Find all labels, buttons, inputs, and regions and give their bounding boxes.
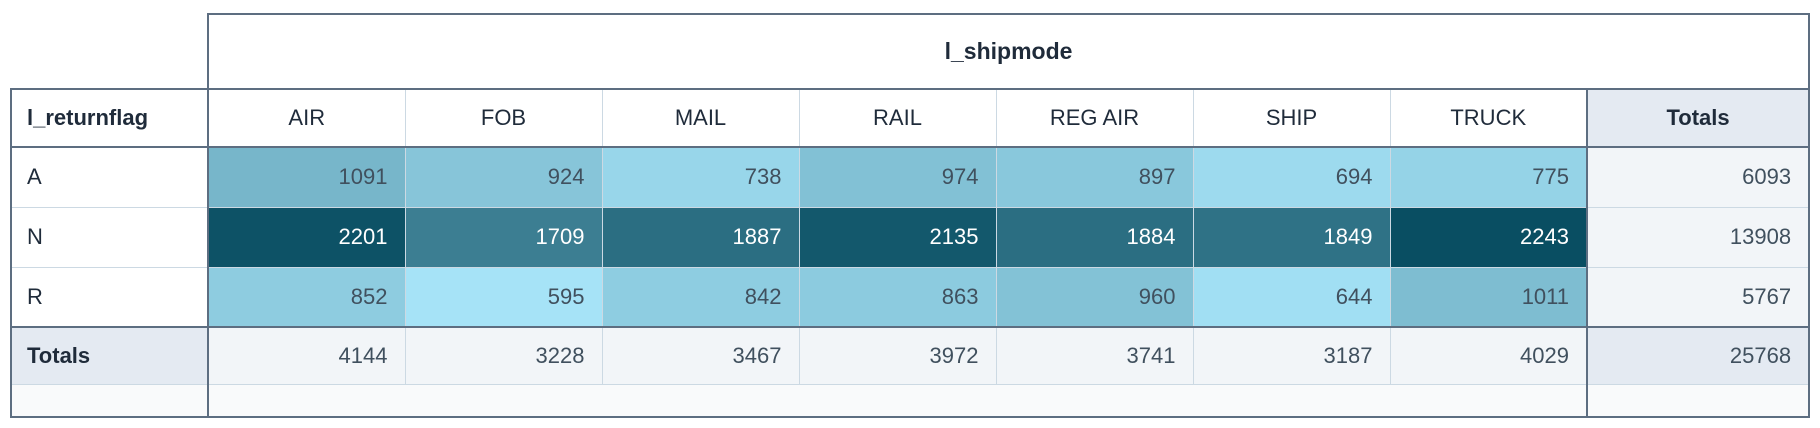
column-total-ship[interactable]: 3187	[1192, 326, 1391, 385]
cell-r-fob[interactable]: 595	[404, 266, 603, 328]
column-header-mail[interactable]: MAIL	[601, 88, 800, 148]
footer-label-spacer	[10, 383, 209, 418]
column-total-reg-air[interactable]: 3741	[995, 326, 1194, 385]
column-total-rail[interactable]: 3972	[798, 326, 997, 385]
cell-a-reg-air[interactable]: 897	[995, 146, 1194, 208]
column-header-totals[interactable]: Totals	[1585, 88, 1811, 148]
cell-a-rail[interactable]: 974	[798, 146, 997, 208]
cell-n-fob[interactable]: 1709	[404, 206, 603, 268]
column-header-truck[interactable]: TRUCK	[1389, 88, 1588, 148]
column-total-fob[interactable]: 3228	[404, 326, 603, 385]
row-total-a[interactable]: 6093	[1585, 146, 1811, 208]
column-header-ship[interactable]: SHIP	[1192, 88, 1391, 148]
column-total-air[interactable]: 4144	[207, 326, 406, 385]
row-total-n[interactable]: 13908	[1585, 206, 1811, 268]
footer-strip	[10, 383, 1811, 418]
cell-n-ship[interactable]: 1849	[1192, 206, 1391, 268]
data-row-r: R 852 595 842 863 960 644 1011 5767	[10, 266, 1811, 328]
data-row-a: A 1091 924 738 974 897 694 775 6093	[10, 146, 1811, 208]
row-label-r[interactable]: R	[10, 266, 209, 328]
column-header-rail[interactable]: RAIL	[798, 88, 997, 148]
cell-r-rail[interactable]: 863	[798, 266, 997, 328]
cell-r-reg-air[interactable]: 960	[995, 266, 1194, 328]
cell-a-truck[interactable]: 775	[1389, 146, 1588, 208]
column-total-truck[interactable]: 4029	[1389, 326, 1588, 385]
cell-a-air[interactable]: 1091	[207, 146, 406, 208]
row-dimension-header[interactable]: l_returnflag	[10, 88, 209, 148]
footer-totals-spacer	[1585, 383, 1811, 418]
row-label-n[interactable]: N	[10, 206, 209, 268]
cell-n-rail[interactable]: 2135	[798, 206, 997, 268]
pivot-table: l_shipmode l_returnflag AIR FOB MAIL RAIL RE…	[10, 13, 1811, 418]
footer-data-spacer	[208, 383, 1588, 418]
column-header-fob[interactable]: FOB	[404, 88, 603, 148]
column-dimension-row: l_shipmode	[11, 13, 1811, 90]
column-header-reg-air[interactable]: REG AIR	[995, 88, 1194, 148]
cell-r-mail[interactable]: 842	[601, 266, 800, 328]
cell-n-air[interactable]: 2201	[207, 206, 406, 268]
row-label-a[interactable]: A	[10, 146, 209, 208]
cell-a-fob[interactable]: 924	[404, 146, 603, 208]
cell-r-truck[interactable]: 1011	[1389, 266, 1588, 328]
data-row-n: N 2201 1709 1887 2135 1884 1849 2243 13908	[10, 206, 1811, 268]
totals-row: Totals 4144 3228 3467 3972 3741 3187 4029 25768	[10, 326, 1811, 385]
column-dimension-header[interactable]: l_shipmode	[206, 13, 1811, 90]
totals-row-label[interactable]: Totals	[10, 326, 209, 385]
column-header-air[interactable]: AIR	[207, 88, 406, 148]
cell-r-air[interactable]: 852	[207, 266, 406, 328]
cell-n-mail[interactable]: 1887	[601, 206, 800, 268]
corner-spacer	[11, 14, 208, 89]
grand-total[interactable]: 25768	[1585, 326, 1811, 385]
cell-n-truck[interactable]: 2243	[1389, 206, 1588, 268]
column-total-mail[interactable]: 3467	[601, 326, 800, 385]
row-total-r[interactable]: 5767	[1585, 266, 1811, 328]
column-headers-row: l_returnflag AIR FOB MAIL RAIL REG AIR SHIP TR…	[10, 88, 1811, 148]
cell-r-ship[interactable]: 644	[1192, 266, 1391, 328]
cell-a-mail[interactable]: 738	[601, 146, 800, 208]
cell-a-ship[interactable]: 694	[1192, 146, 1391, 208]
cell-n-reg-air[interactable]: 1884	[995, 206, 1194, 268]
